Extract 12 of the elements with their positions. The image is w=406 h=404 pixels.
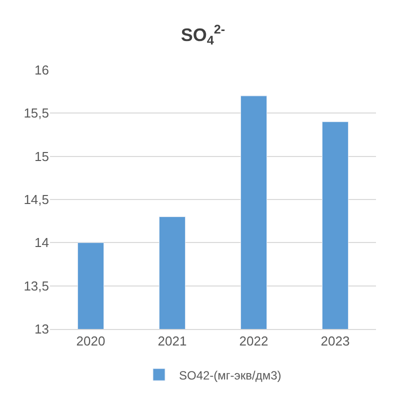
y-tick-label: 13 bbox=[34, 322, 49, 337]
y-tick-label: 15,5 bbox=[24, 106, 49, 121]
y-tick-label: 13,5 bbox=[24, 278, 49, 294]
y-tick-label: 14,5 bbox=[24, 192, 49, 208]
y-tick-label: 16 bbox=[34, 62, 49, 78]
y-tick-label: 15 bbox=[34, 148, 49, 164]
legend-label: SO42-(мг-экв/дм3) bbox=[179, 368, 282, 382]
x-tick-label: 2020 bbox=[76, 334, 106, 349]
x-tick-label: 2021 bbox=[158, 334, 187, 349]
y-tick-label: 14 bbox=[34, 235, 49, 250]
x-tick-label: 2023 bbox=[320, 334, 350, 349]
x-tick-label: 2022 bbox=[239, 334, 268, 349]
